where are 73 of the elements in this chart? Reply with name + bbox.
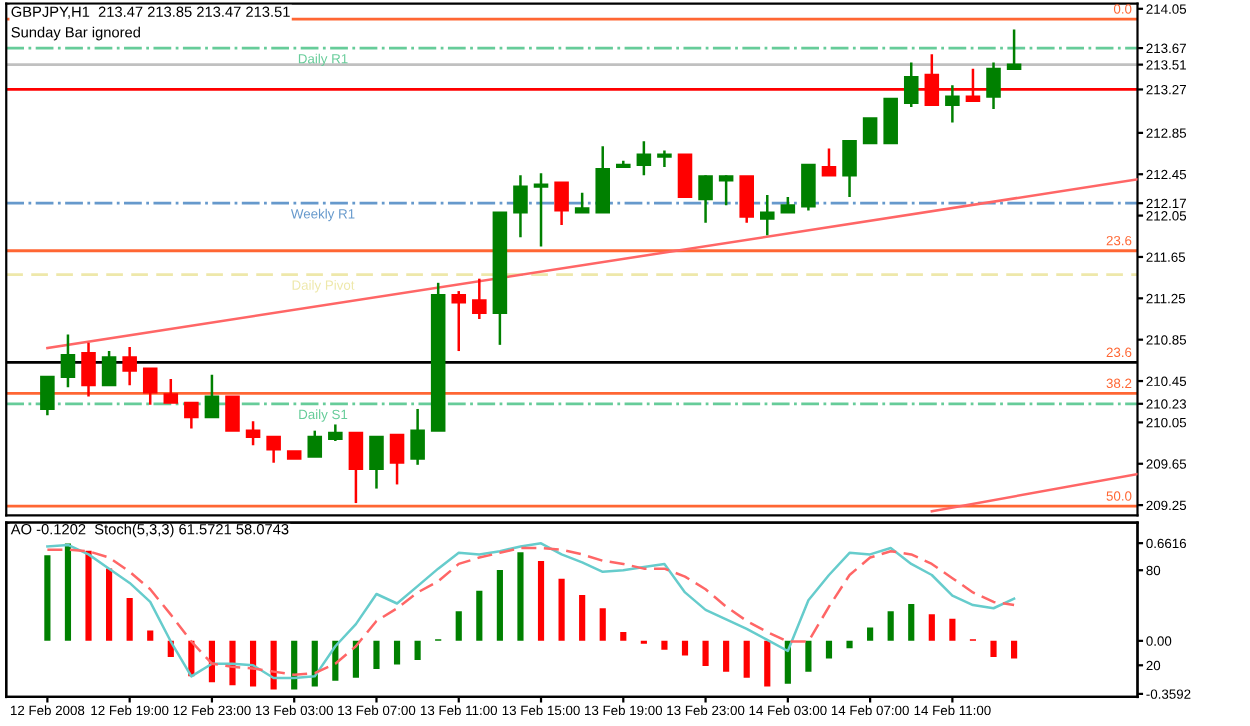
bar (455, 611, 462, 641)
candlestick (636, 139, 652, 177)
bar (846, 640, 853, 649)
bar (126, 598, 133, 641)
candlestick (60, 333, 76, 389)
candlestick (184, 401, 199, 430)
bar (681, 640, 689, 656)
candlestick (204, 373, 220, 419)
candlestick (595, 145, 611, 214)
candlestick (142, 367, 158, 407)
candlestick (698, 174, 713, 225)
candlestick (883, 97, 898, 145)
bar (476, 590, 483, 641)
bar (825, 640, 833, 659)
candlestick (348, 431, 364, 505)
candlestick (945, 84, 960, 124)
candlestick (718, 174, 734, 207)
bar (867, 627, 874, 641)
candlestick (801, 163, 816, 212)
candlestick (472, 277, 487, 321)
bar (661, 640, 668, 650)
candlestick (307, 429, 323, 458)
candlestick (101, 349, 117, 387)
bar (764, 640, 771, 687)
bar (414, 640, 421, 661)
bar (579, 595, 586, 641)
bar (620, 631, 627, 641)
bar (887, 611, 894, 641)
candlestick (739, 175, 754, 225)
candlestick (40, 375, 55, 417)
bar (393, 640, 401, 665)
bar (702, 640, 709, 666)
candlestick (389, 433, 405, 486)
bar (928, 614, 935, 641)
candlestick (81, 341, 96, 398)
candlestick (759, 193, 775, 237)
bar (805, 640, 812, 672)
bar (949, 618, 956, 641)
candlestick (225, 395, 240, 432)
candlestick (903, 61, 919, 109)
candlestick (410, 407, 425, 467)
bar (990, 640, 997, 658)
candlestick (821, 147, 837, 177)
candlestick (369, 435, 384, 490)
candlestick (986, 61, 1001, 111)
bar (44, 555, 51, 641)
bar (85, 550, 92, 641)
bar (64, 543, 72, 641)
bar (147, 630, 154, 641)
candlestick (862, 117, 878, 145)
candlestick (266, 435, 281, 464)
candlestick (842, 139, 857, 199)
candlestick (513, 174, 528, 239)
bar (908, 603, 915, 641)
bar (537, 561, 545, 641)
bar (558, 578, 565, 641)
bar (723, 640, 730, 672)
candlestick (122, 345, 137, 387)
bar (373, 640, 380, 669)
candlestick (1006, 28, 1022, 71)
candlestick (533, 171, 549, 248)
bar (1011, 640, 1018, 659)
candlestick (451, 289, 467, 353)
bar (106, 568, 113, 641)
bar (496, 569, 503, 641)
candlestick (245, 420, 261, 447)
bar (599, 608, 606, 641)
bar (517, 552, 524, 641)
candlestick (574, 191, 590, 214)
candlestick (163, 377, 179, 404)
candlestick (554, 181, 569, 227)
candlestick (677, 153, 693, 199)
bar (743, 640, 750, 678)
